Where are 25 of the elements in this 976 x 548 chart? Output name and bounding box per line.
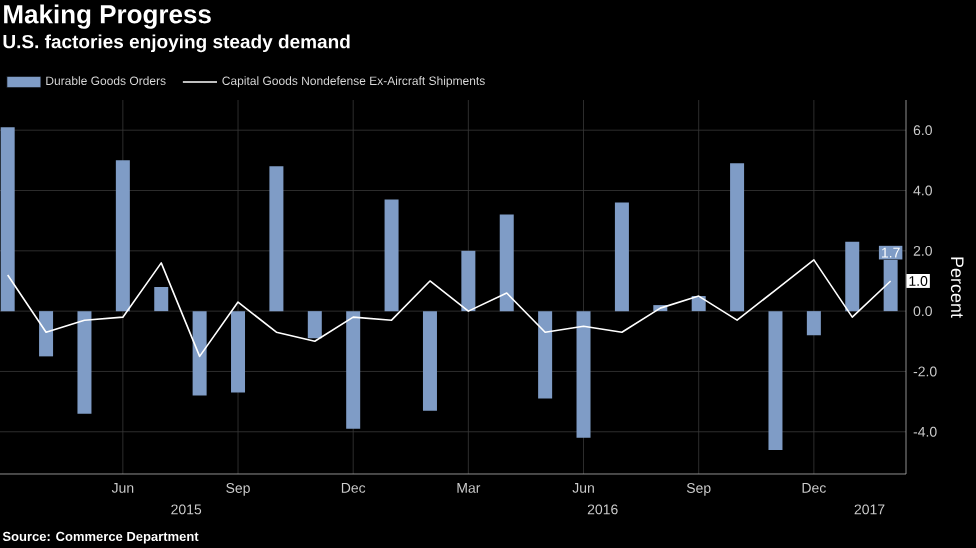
bar <box>422 311 437 411</box>
bar <box>231 311 246 393</box>
bar <box>269 166 284 312</box>
y-axis-title: Percent <box>950 257 964 318</box>
bar <box>346 311 361 429</box>
bar <box>77 311 92 414</box>
bar <box>39 311 54 357</box>
bar <box>614 202 629 312</box>
chart-subtitle: U.S. factories enjoying steady demand <box>3 34 350 53</box>
bar <box>730 163 745 312</box>
bar <box>384 199 399 312</box>
bar <box>115 160 130 312</box>
bar <box>307 311 322 339</box>
line-series <box>6 259 892 358</box>
chart-title: Making Progress <box>4 4 211 29</box>
bar <box>0 127 15 312</box>
bar <box>499 214 514 312</box>
bar <box>845 241 860 312</box>
bar <box>576 311 591 438</box>
bar <box>768 311 783 450</box>
bar <box>192 311 207 396</box>
bar <box>806 311 821 336</box>
bar <box>154 287 169 312</box>
bar <box>538 311 553 399</box>
bar <box>461 250 476 312</box>
